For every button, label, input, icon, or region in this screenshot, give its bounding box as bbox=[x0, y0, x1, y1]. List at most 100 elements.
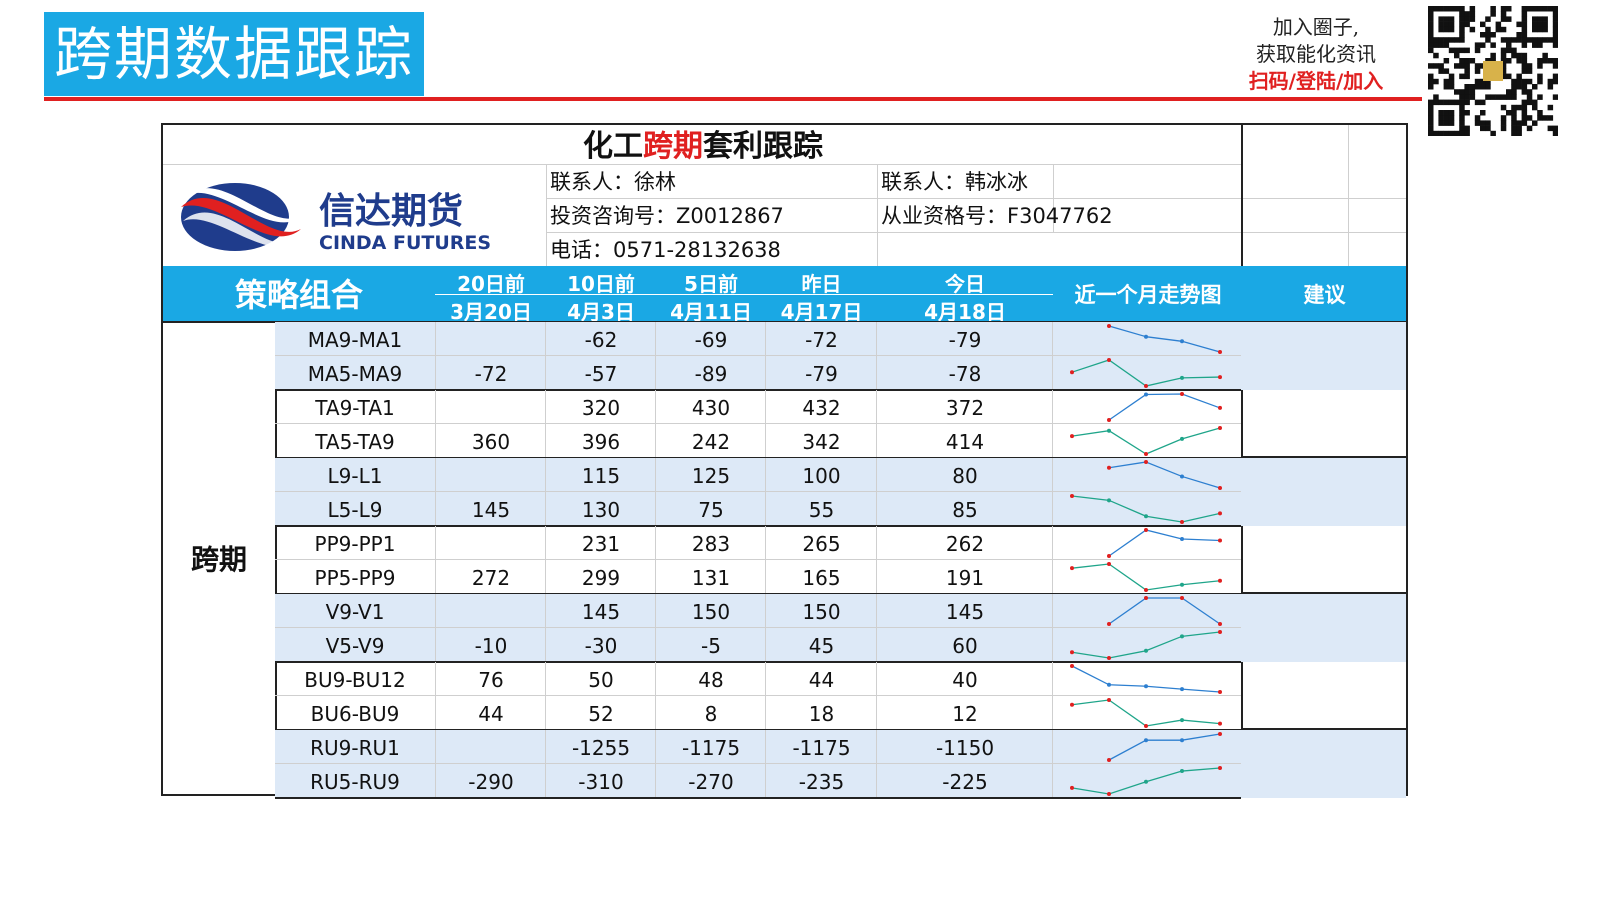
row-value: -235 bbox=[798, 770, 845, 794]
advice-cell bbox=[1243, 390, 1406, 458]
qr-module bbox=[1516, 125, 1522, 132]
row-value: -79 bbox=[948, 328, 982, 352]
sparkline-point bbox=[1180, 687, 1184, 692]
qr-module bbox=[1464, 130, 1470, 136]
grid-line bbox=[655, 560, 656, 594]
qr-module bbox=[1526, 94, 1533, 100]
qr-module bbox=[1506, 6, 1512, 12]
grid-line bbox=[435, 560, 436, 594]
sparkline-point bbox=[1180, 769, 1184, 774]
row-value: 55 bbox=[808, 498, 835, 522]
trend-sparkline bbox=[1107, 596, 1222, 626]
qr-module bbox=[1480, 125, 1486, 132]
qr-module bbox=[1500, 120, 1507, 126]
grid-line bbox=[435, 526, 436, 560]
sparkline-point bbox=[1180, 436, 1184, 441]
qr-module bbox=[1428, 32, 1434, 38]
grid-line bbox=[876, 322, 877, 356]
row-name: TA9-TA1 bbox=[315, 396, 395, 420]
sparkline-point bbox=[1218, 622, 1222, 626]
grid-line bbox=[876, 764, 877, 798]
phone: 电话：0571-28132638 bbox=[550, 238, 781, 262]
row-value: 130 bbox=[581, 498, 621, 522]
row-value bbox=[437, 458, 545, 492]
row-value bbox=[437, 730, 545, 764]
grid-line bbox=[876, 594, 877, 628]
qr-module bbox=[1459, 37, 1465, 43]
sparkline-point bbox=[1144, 460, 1148, 464]
qr-module bbox=[1474, 68, 1481, 74]
qr-module bbox=[1521, 37, 1528, 43]
qr-module bbox=[1521, 104, 1528, 111]
qr-module bbox=[1459, 63, 1465, 69]
qr-module bbox=[1500, 63, 1507, 69]
qr-module bbox=[1521, 68, 1528, 74]
qr-module bbox=[1537, 94, 1543, 100]
grid-line bbox=[876, 356, 877, 390]
qr-module bbox=[1443, 84, 1450, 90]
sparkline-point bbox=[1070, 566, 1074, 571]
row-value: -69 bbox=[694, 328, 728, 352]
grid-line bbox=[655, 696, 656, 730]
qr-module bbox=[1438, 99, 1444, 106]
qr-module bbox=[1500, 47, 1507, 54]
trend-sparkline bbox=[1070, 426, 1222, 456]
qr-module bbox=[1485, 16, 1491, 22]
grid-line bbox=[655, 356, 656, 390]
qr-module bbox=[1474, 99, 1481, 106]
grid-line bbox=[765, 594, 766, 628]
grid-line bbox=[876, 458, 877, 492]
qr-module bbox=[1500, 52, 1507, 59]
qr-module bbox=[1526, 115, 1533, 121]
sparkline-point bbox=[1218, 766, 1222, 770]
trend-sparkline bbox=[1107, 392, 1222, 422]
sparkline-point bbox=[1144, 648, 1148, 653]
grid-line bbox=[545, 492, 546, 526]
qr-module bbox=[1428, 42, 1434, 48]
qr-module bbox=[1459, 32, 1465, 38]
sparkline-point bbox=[1107, 498, 1111, 503]
qr-module bbox=[1500, 16, 1507, 22]
qr-code-icon[interactable] bbox=[1428, 6, 1558, 136]
grid-line bbox=[1052, 390, 1053, 424]
qr-module bbox=[1526, 99, 1533, 106]
group-label: 跨期 bbox=[190, 543, 247, 576]
row-name: L9-L1 bbox=[327, 464, 383, 488]
table-row: MA5-MA9 -72 -57 -89 -79 -78 bbox=[275, 356, 1406, 391]
row-name: MA9-MA1 bbox=[307, 328, 403, 352]
grid-line bbox=[545, 356, 546, 390]
row-value: -270 bbox=[688, 770, 734, 794]
qr-module bbox=[1526, 78, 1533, 85]
qr-module bbox=[1433, 42, 1439, 48]
grid-line bbox=[545, 764, 546, 798]
header-strategy: 策略组合 bbox=[234, 276, 363, 314]
qr-module bbox=[1537, 6, 1543, 12]
grid-line bbox=[655, 526, 656, 560]
sparkline-point bbox=[1107, 792, 1111, 796]
qr-module bbox=[1485, 94, 1491, 100]
qr-module bbox=[1480, 63, 1486, 69]
qr-module bbox=[1552, 11, 1558, 17]
row-value: 272 bbox=[471, 566, 511, 590]
qr-module bbox=[1511, 89, 1517, 95]
sheet-title-pre: 化工 bbox=[583, 129, 643, 164]
row-value: 299 bbox=[581, 566, 621, 590]
grid-line bbox=[435, 628, 436, 662]
qr-module bbox=[1552, 37, 1558, 43]
grid-line bbox=[765, 424, 766, 458]
qr-module bbox=[1521, 11, 1528, 17]
qr-module bbox=[1459, 26, 1465, 33]
row-value: 262 bbox=[945, 532, 985, 556]
sparkline-series bbox=[1108, 393, 1221, 421]
row-value: 40 bbox=[952, 668, 978, 692]
grid-line bbox=[1052, 662, 1053, 696]
qr-module bbox=[1464, 94, 1470, 100]
trend-sparkline bbox=[1070, 630, 1222, 660]
row-value: 360 bbox=[471, 430, 511, 454]
qr-module bbox=[1428, 130, 1434, 136]
qr-module bbox=[1547, 104, 1554, 111]
qr-module bbox=[1474, 63, 1481, 69]
grid-line bbox=[655, 424, 656, 458]
header-c2-top: 10日前 bbox=[567, 272, 635, 296]
logo-cn: 信达期货 bbox=[319, 191, 463, 232]
